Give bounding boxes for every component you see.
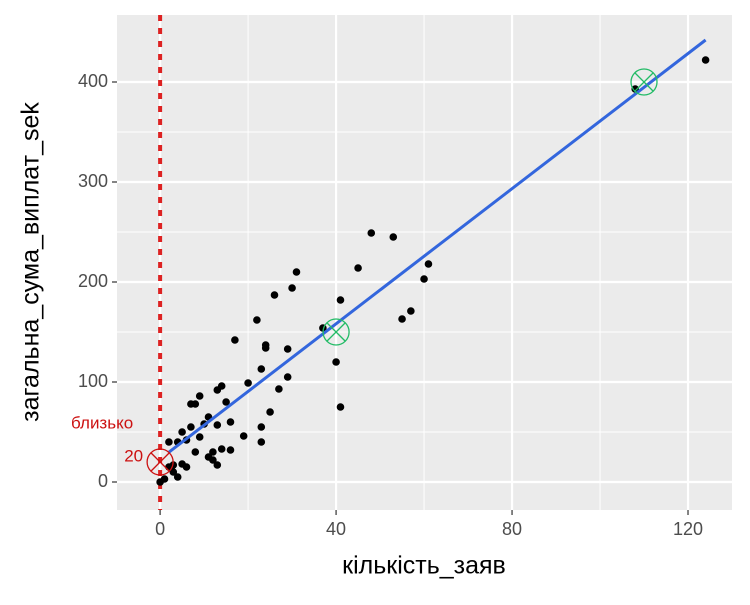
highlight-marker [146, 448, 174, 476]
x-tick-label: 0 [155, 519, 165, 539]
fit-line [167, 38, 707, 454]
point [191, 448, 200, 456]
point [226, 418, 235, 426]
highlight-cross [150, 452, 170, 472]
y-tick-label: 400 [78, 71, 108, 91]
point [213, 461, 222, 469]
point [195, 392, 204, 400]
point [288, 284, 296, 292]
point [187, 400, 195, 408]
point [195, 433, 204, 441]
point [283, 345, 292, 353]
highlight-cross [326, 322, 346, 342]
point [336, 403, 345, 411]
point [367, 229, 376, 237]
point [283, 373, 292, 381]
point [178, 428, 186, 436]
point [222, 398, 230, 406]
point [275, 385, 283, 393]
point [257, 438, 266, 446]
point [213, 421, 222, 429]
highlight-cross [634, 72, 654, 92]
point [173, 473, 182, 481]
point [244, 379, 252, 387]
point [292, 268, 301, 276]
point [701, 56, 710, 64]
point [160, 475, 169, 483]
point [204, 453, 213, 461]
point [165, 438, 173, 446]
annotation-label: близько [71, 413, 133, 432]
point [182, 463, 191, 471]
x-tick-label: 120 [673, 519, 703, 539]
point [253, 316, 261, 324]
y-tick-label: 300 [78, 171, 108, 191]
point [261, 344, 270, 352]
point [169, 468, 178, 476]
y-axis-title: загальна_сума_виплат_sek [17, 102, 45, 422]
point [424, 260, 433, 268]
point [336, 296, 345, 304]
highlight-marker [322, 318, 350, 346]
x-tick-label: 80 [502, 519, 522, 539]
point [257, 365, 266, 373]
point [270, 291, 279, 299]
point [217, 445, 226, 453]
point [420, 275, 428, 283]
point [209, 448, 217, 456]
point [257, 423, 266, 431]
annotation-value: 20 [124, 446, 143, 465]
point [239, 432, 248, 440]
point [226, 446, 235, 454]
point [398, 315, 406, 323]
point [389, 233, 398, 241]
x-tick-label: 40 [326, 519, 346, 539]
point [407, 307, 415, 315]
y-tick-label: 0 [98, 471, 108, 491]
highlight-marker [630, 68, 658, 96]
y-tick-label: 100 [78, 371, 108, 391]
point [354, 264, 362, 272]
point [231, 336, 239, 344]
point [213, 386, 222, 394]
y-tick-label: 200 [78, 271, 108, 291]
point [332, 358, 340, 366]
point [266, 408, 274, 416]
x-axis-title: кількість_заяв [342, 552, 506, 580]
point [187, 423, 195, 431]
